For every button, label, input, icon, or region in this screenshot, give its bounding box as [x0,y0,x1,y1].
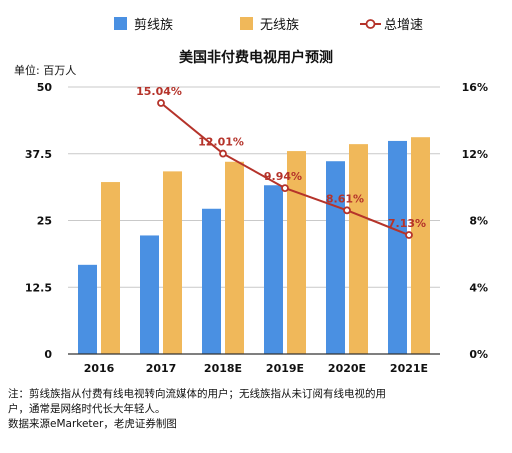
x-tick-label: 2021E [390,362,428,375]
bar-cordcutters [264,185,283,354]
bar-cordnevers [225,161,244,354]
legend: 剪线族 无线族 总增速 [114,17,423,33]
left-tick-label: 50 [37,81,53,94]
legend-label: 剪线族 [134,17,173,33]
growth-line-path [160,102,410,236]
bar-cordcutters [388,140,407,354]
bar-cordcutters [78,264,97,354]
axes: 0 0% 12.5 4% 25 8% 37.5 12% 50 16% 2016 2017 2018E 20… [25,81,488,375]
left-tick-label: 37.5 [25,148,52,161]
left-tick-label: 12.5 [25,281,52,294]
bar-cordnevers [349,144,368,354]
left-tick-label: 0 [44,348,52,361]
growth-point [281,184,289,193]
x-tick-label: 2020E [328,362,366,375]
x-tick-label: 2017 [146,362,177,375]
legend-swatch [240,17,253,30]
bar-cordnevers [163,171,182,354]
legend-swatch [114,17,127,30]
legend-label: 无线族 [260,17,299,33]
right-tick-label: 16% [462,81,488,94]
bar-cordcutters [326,161,345,354]
x-tick-label: 2016 [84,362,115,375]
legend-label: 总增速 [384,18,423,33]
footnote: 注：剪线族指从付费有线电视转向流媒体的用户；无线族指从未订阅有线电视的用 户，通… [8,387,504,432]
grid [68,86,440,288]
chart-title: 美国非付费电视用户预测 [179,49,333,66]
growth-data-label: 9.94% [264,170,302,183]
footnote-line-2: 户，通常是网络时代长大年轻人。 [8,403,166,415]
footnote-line-1: 注：剪线族指从付费有线电视转向流媒体的用户；无线族指从未订阅有线电视的用 [8,388,386,400]
growth-data-label: 15.04% [136,85,182,98]
bar-cordnevers [287,151,306,354]
growth-line: 15.04% 12.01% 9.94% 8.61% 7.13% [136,85,426,239]
unit-label: 单位: 百万人 [14,63,76,77]
left-tick-label: 25 [37,215,52,228]
growth-data-label: 12.01% [198,136,244,149]
bar-cordnevers [101,182,120,354]
x-tick-label: 2019E [266,362,304,375]
source-note: 数据来源eMarketer，老虎证券制图 [8,418,177,430]
growth-data-label: 7.13% [388,217,426,230]
growth-data-label: 8.61% [326,192,364,205]
right-tick-label: 4% [469,281,488,294]
legend-marker [365,19,376,29]
bar-cordnevers [411,137,430,354]
growth-point [343,206,351,215]
bar-cordcutters [202,208,221,354]
bars [78,137,430,354]
right-tick-label: 0% [469,348,488,361]
right-tick-label: 12% [462,148,488,161]
x-tick-label: 2018E [204,362,242,375]
growth-point [405,231,413,239]
growth-point [219,149,227,158]
growth-point [157,99,165,107]
right-tick-label: 8% [469,215,488,228]
bar-cordcutters [140,235,159,354]
